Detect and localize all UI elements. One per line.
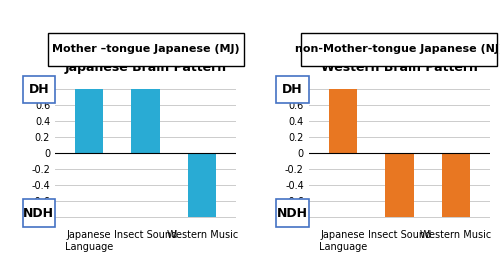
Title: Japanese Brain Pattern: Japanese Brain Pattern (64, 61, 226, 75)
Bar (188, 153, 216, 218)
Bar (328, 89, 357, 153)
Text: NDH: NDH (23, 207, 54, 220)
Text: non-Mother-tongue Japanese (NJ): non-Mother-tongue Japanese (NJ) (295, 45, 500, 54)
Text: NDH: NDH (277, 207, 308, 220)
Bar (385, 153, 414, 218)
Bar (75, 89, 103, 153)
Bar (132, 89, 160, 153)
Text: DH: DH (28, 83, 49, 96)
Bar (442, 153, 470, 218)
Text: Mother –tongue Japanese (MJ): Mother –tongue Japanese (MJ) (52, 45, 240, 54)
Title: Western Brain Pattern: Western Brain Pattern (321, 61, 478, 75)
Text: DH: DH (282, 83, 303, 96)
